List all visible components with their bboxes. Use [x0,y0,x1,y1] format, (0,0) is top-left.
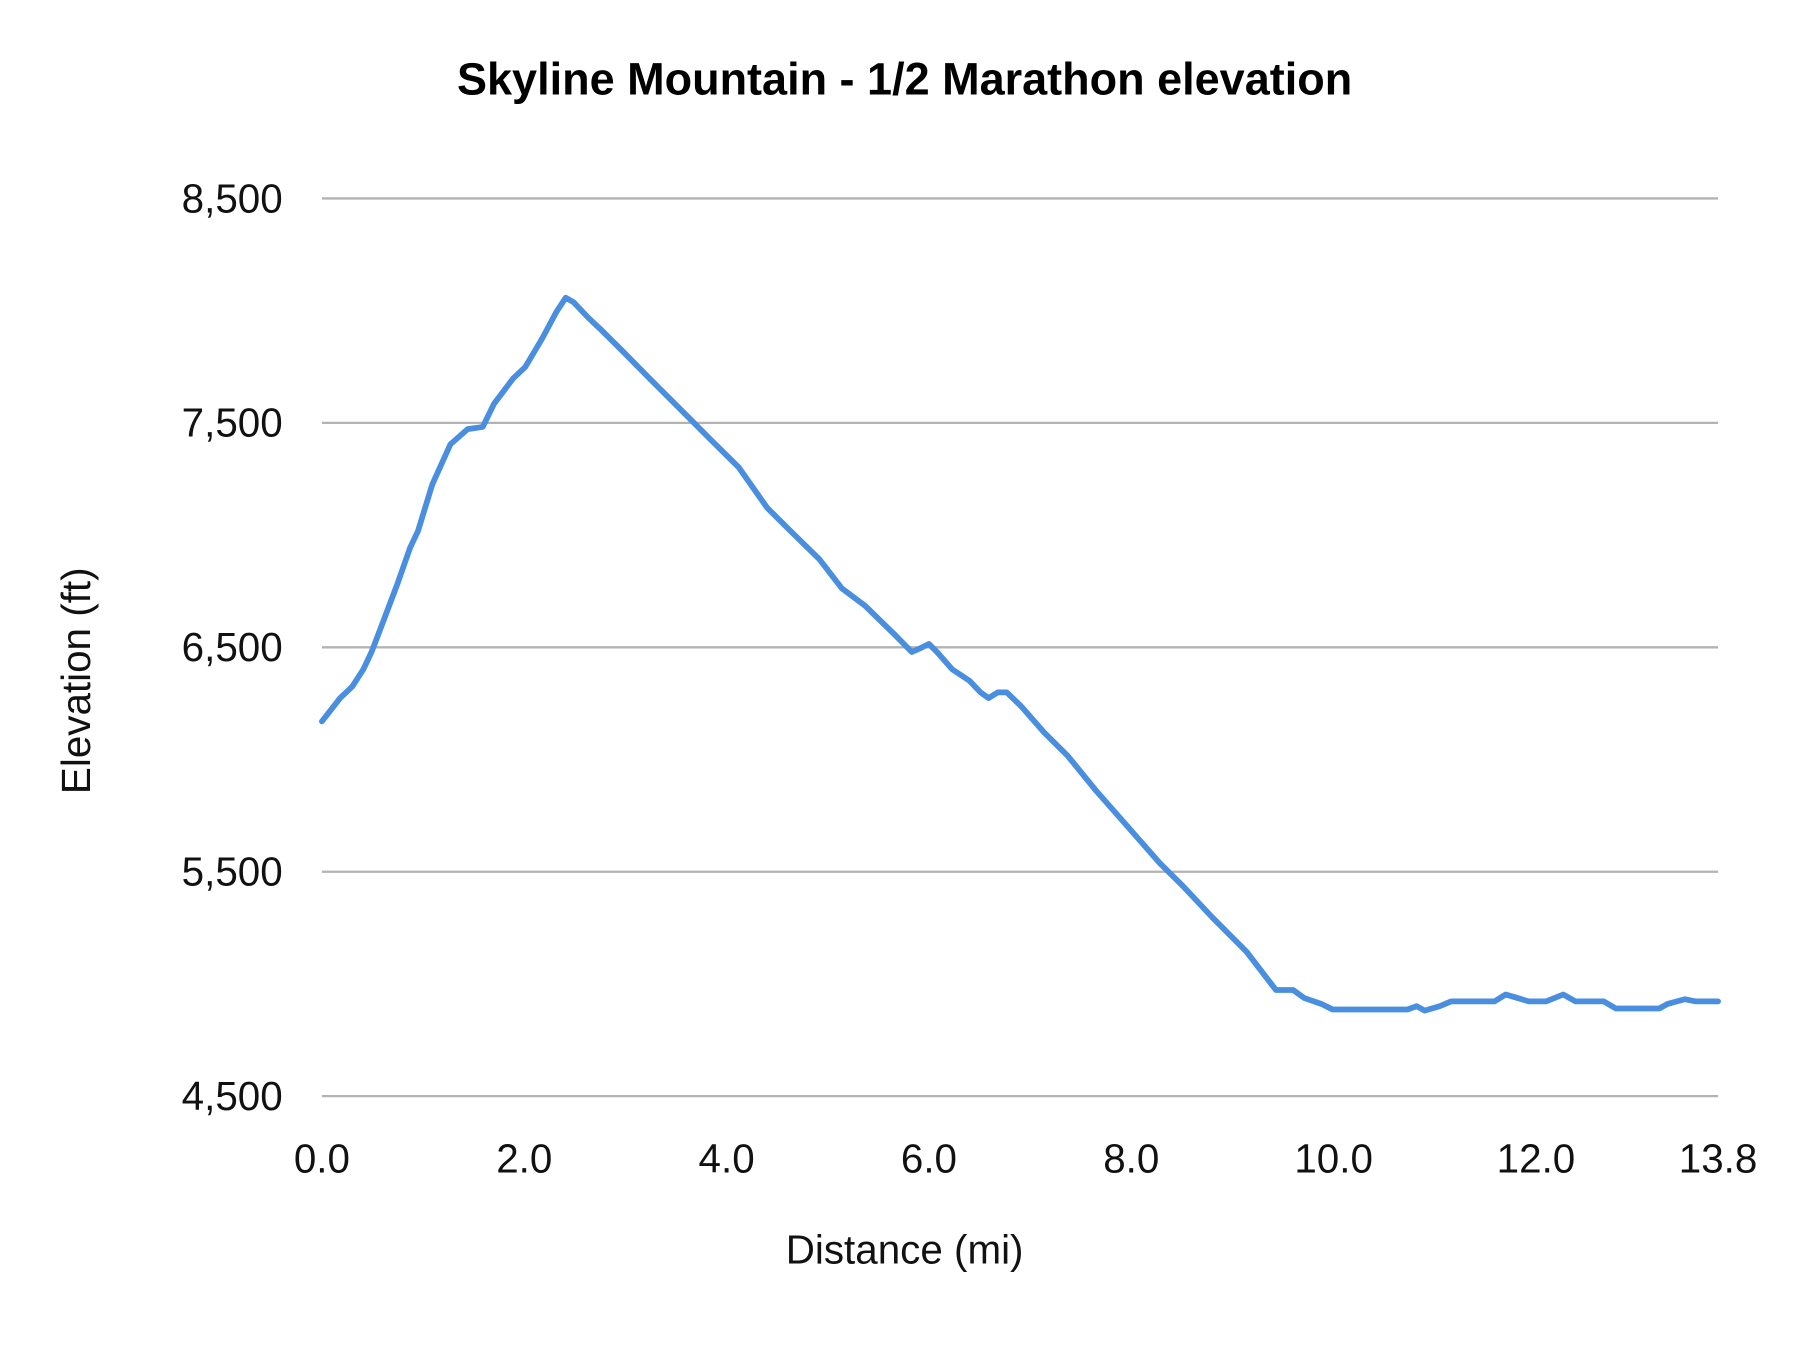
x-axis-label: Distance (mi) [786,1226,1024,1272]
x-tick-label: 12.0 [1497,1135,1576,1181]
y-tick-label: 7,500 [182,400,283,446]
elevation-line [319,294,1721,1014]
y-tick-label: 8,500 [182,175,283,221]
x-tick-label: 6.0 [901,1135,957,1181]
x-tick-label: 10.0 [1294,1135,1373,1181]
x-tick-label: 8.0 [1103,1135,1159,1181]
y-axis-label: Elevation (ft) [53,567,99,794]
x-tick-label: 13.8 [1679,1135,1758,1181]
y-tick-label: 6,500 [182,624,283,670]
gridlines [321,197,1719,1098]
x-tick-label: 4.0 [699,1135,755,1181]
x-tick-label: 2.0 [496,1135,552,1181]
chart-title: Skyline Mountain - 1/2 Marathon elevatio… [457,54,1352,105]
y-tick-label: 5,500 [182,849,283,895]
y-axis-ticks: 8,500 7,500 6,500 5,500 4,500 [182,175,283,1119]
y-tick-label: 4,500 [182,1073,283,1119]
x-axis-ticks: 0.0 2.0 4.0 6.0 8.0 10.0 12.0 13.8 [294,1135,1758,1181]
series-lines [319,294,1721,1014]
x-tick-label: 0.0 [294,1135,350,1181]
